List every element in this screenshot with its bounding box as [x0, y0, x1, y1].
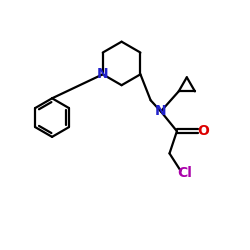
Text: N: N — [155, 104, 167, 118]
Text: N: N — [97, 67, 108, 81]
Text: O: O — [198, 124, 209, 138]
Text: Cl: Cl — [177, 166, 192, 180]
